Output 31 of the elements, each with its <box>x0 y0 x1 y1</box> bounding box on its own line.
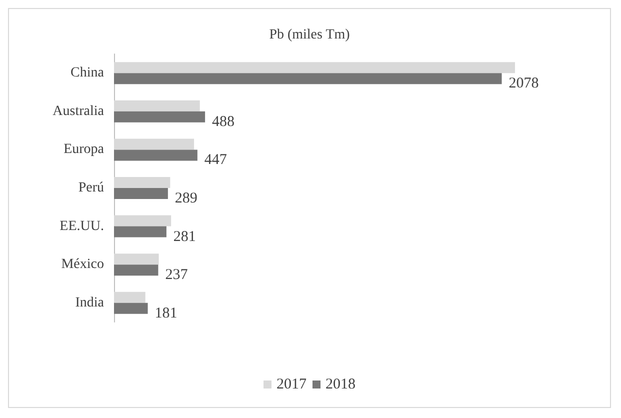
bar <box>114 111 206 122</box>
chart-title: Pb (miles Tm) <box>269 28 350 42</box>
bar <box>114 226 166 238</box>
y-tick-label: EE.UU. <box>60 218 104 234</box>
y-tick-label: Europa <box>64 142 105 158</box>
bar <box>114 150 198 161</box>
data-label: 2078 <box>508 76 539 92</box>
y-tick-label: Australia <box>52 104 105 119</box>
data-label: 488 <box>212 114 235 130</box>
bar <box>114 100 200 112</box>
bar <box>114 138 194 150</box>
data-label: 281 <box>173 228 196 245</box>
bar <box>114 264 158 276</box>
data-label: 447 <box>204 152 228 168</box>
legend-label: 2017 <box>276 376 307 392</box>
y-tick-label: México <box>61 257 104 272</box>
bar <box>114 254 159 265</box>
bar <box>114 215 172 226</box>
y-tick-label: China <box>70 66 105 81</box>
data-label: 289 <box>174 190 198 206</box>
legend-label: 2018 <box>326 376 356 392</box>
y-tick-label: Perú <box>78 180 104 196</box>
bar <box>114 292 146 303</box>
bar <box>114 177 170 188</box>
bar <box>114 302 148 314</box>
bar <box>114 188 168 199</box>
bar <box>114 62 515 74</box>
data-label: 237 <box>165 267 188 284</box>
bar <box>114 73 502 84</box>
y-tick-label: India <box>75 295 105 310</box>
data-label: 181 <box>154 305 178 322</box>
